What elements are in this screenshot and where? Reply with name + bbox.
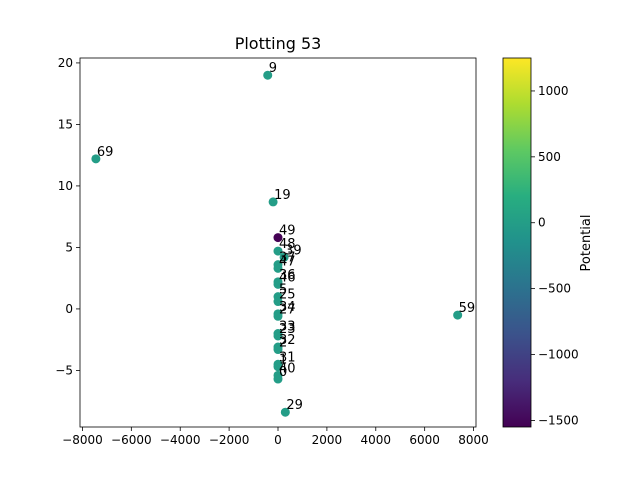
data-point-label: 31 [279, 350, 296, 365]
colorbar-ticks: −1500 −1000 −500 0 500 1000 [531, 84, 579, 427]
x-tick-label: −4000 [160, 433, 201, 447]
data-point [273, 233, 283, 243]
data-point-label: 34 [279, 300, 296, 315]
data-point-label: 25 [279, 288, 296, 303]
colorbar-tick-label: −1500 [538, 413, 579, 427]
data-point [280, 407, 290, 417]
data-point-label: 29 [286, 398, 303, 413]
data-point [273, 362, 283, 372]
data-point [268, 197, 278, 207]
y-tick-label: 15 [58, 117, 73, 131]
x-tick-label: 0 [274, 433, 282, 447]
x-tick-label: −2000 [209, 433, 250, 447]
chart-title: Plotting 53 [235, 34, 322, 53]
data-point-label: 47 [279, 254, 296, 269]
y-tick-label: 0 [65, 302, 73, 316]
colorbar-tick-label: 1000 [538, 84, 569, 98]
data-point-label: 33 [279, 320, 296, 335]
colorbar-tick-label: 500 [538, 150, 561, 164]
colorbar [502, 57, 532, 428]
data-point-label: 48 [279, 237, 296, 252]
data-point-label: 37 [279, 251, 296, 266]
plot-area: −8000 −6000 −4000 −2000 0 2000 4000 6000 8000 −5 0… [55, 56, 489, 447]
data-point [273, 263, 283, 273]
data-point [273, 345, 283, 355]
colorbar-tick-label: −1000 [538, 348, 579, 362]
data-point [279, 252, 289, 262]
data-point-label: 46 [279, 270, 296, 285]
data-point-label: 19 [274, 188, 291, 203]
data-point-label: 0 [279, 365, 287, 380]
data-point-label: 32 [279, 333, 296, 348]
data-point-label: 2 [279, 336, 287, 351]
data-point [453, 310, 463, 320]
y-tick-label: 5 [65, 240, 73, 254]
data-point-label: 23 [279, 322, 296, 337]
data-point-label: 36 [279, 268, 296, 283]
data-point-label: 69 [97, 145, 114, 160]
x-tick-label: −6000 [111, 433, 152, 447]
y-tick-label: −5 [55, 363, 73, 377]
data-point [273, 279, 283, 289]
data-point [273, 311, 283, 321]
x-tick-label: 8000 [458, 433, 489, 447]
y-tick-label: 20 [58, 56, 73, 70]
x-tick-label: 6000 [409, 433, 440, 447]
data-point-label: 49 [279, 224, 296, 239]
data-point [273, 297, 283, 307]
data-point-label: 39 [285, 243, 302, 258]
colorbar-label: Potential [579, 215, 594, 272]
colorbar-tick-label: 0 [538, 216, 546, 230]
data-point [273, 331, 283, 341]
data-point-label: 59 [459, 301, 476, 316]
data-point-label: 5 [279, 283, 287, 298]
x-tick-label: 2000 [312, 433, 343, 447]
data-point [263, 70, 273, 80]
data-point [273, 374, 283, 384]
data-point-label: 27 [279, 302, 296, 317]
x-tick-label: −8000 [62, 433, 103, 447]
data-point-label: 9 [269, 61, 277, 76]
data-point [91, 154, 101, 164]
colorbar-tick-label: −500 [538, 282, 571, 296]
y-tick-label: 10 [58, 179, 73, 193]
data-point-label: 40 [279, 361, 296, 376]
data-point [273, 246, 283, 256]
data-point-label: 1 [279, 353, 287, 368]
x-tick-label: 4000 [361, 433, 392, 447]
